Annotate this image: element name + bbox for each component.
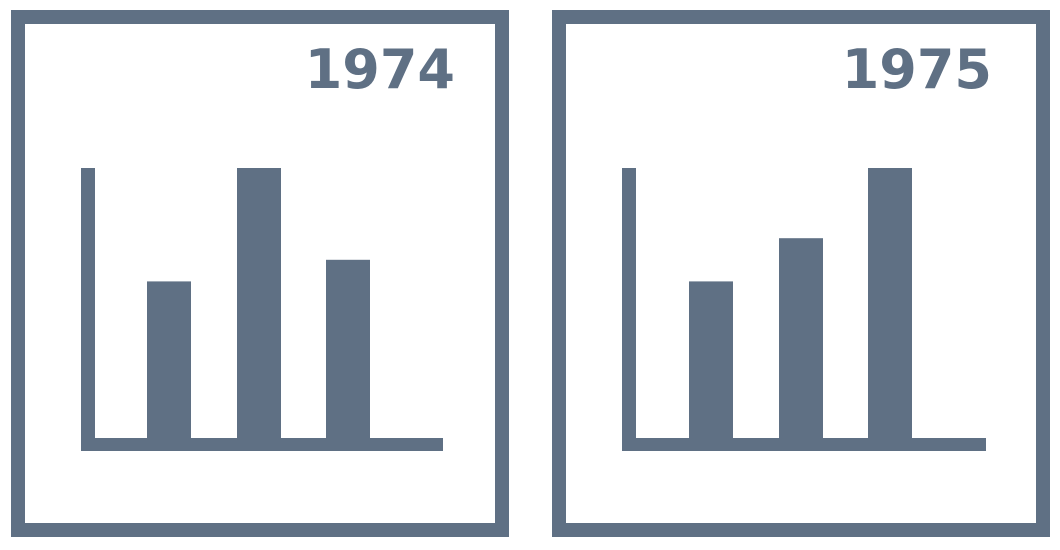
bar-1 xyxy=(147,281,191,438)
bar-3 xyxy=(868,168,912,438)
bar-1 xyxy=(689,281,733,438)
bar-2 xyxy=(779,238,823,438)
chart-panel-1974: 1974 xyxy=(11,10,509,537)
panel-frame xyxy=(552,10,1050,537)
panel-year-label: 1974 xyxy=(305,38,455,101)
y-axis-line xyxy=(622,168,636,451)
x-axis-line xyxy=(81,438,443,451)
y-axis-line xyxy=(81,168,95,451)
bar-3 xyxy=(326,259,370,438)
panel-year-label: 1975 xyxy=(842,38,992,101)
bar-group xyxy=(147,168,370,438)
x-axis-line xyxy=(622,438,986,451)
panel-frame xyxy=(11,10,509,537)
bar-2 xyxy=(237,168,281,438)
chart-panel-1975: 1975 xyxy=(552,10,1050,537)
bar-group xyxy=(689,168,912,438)
